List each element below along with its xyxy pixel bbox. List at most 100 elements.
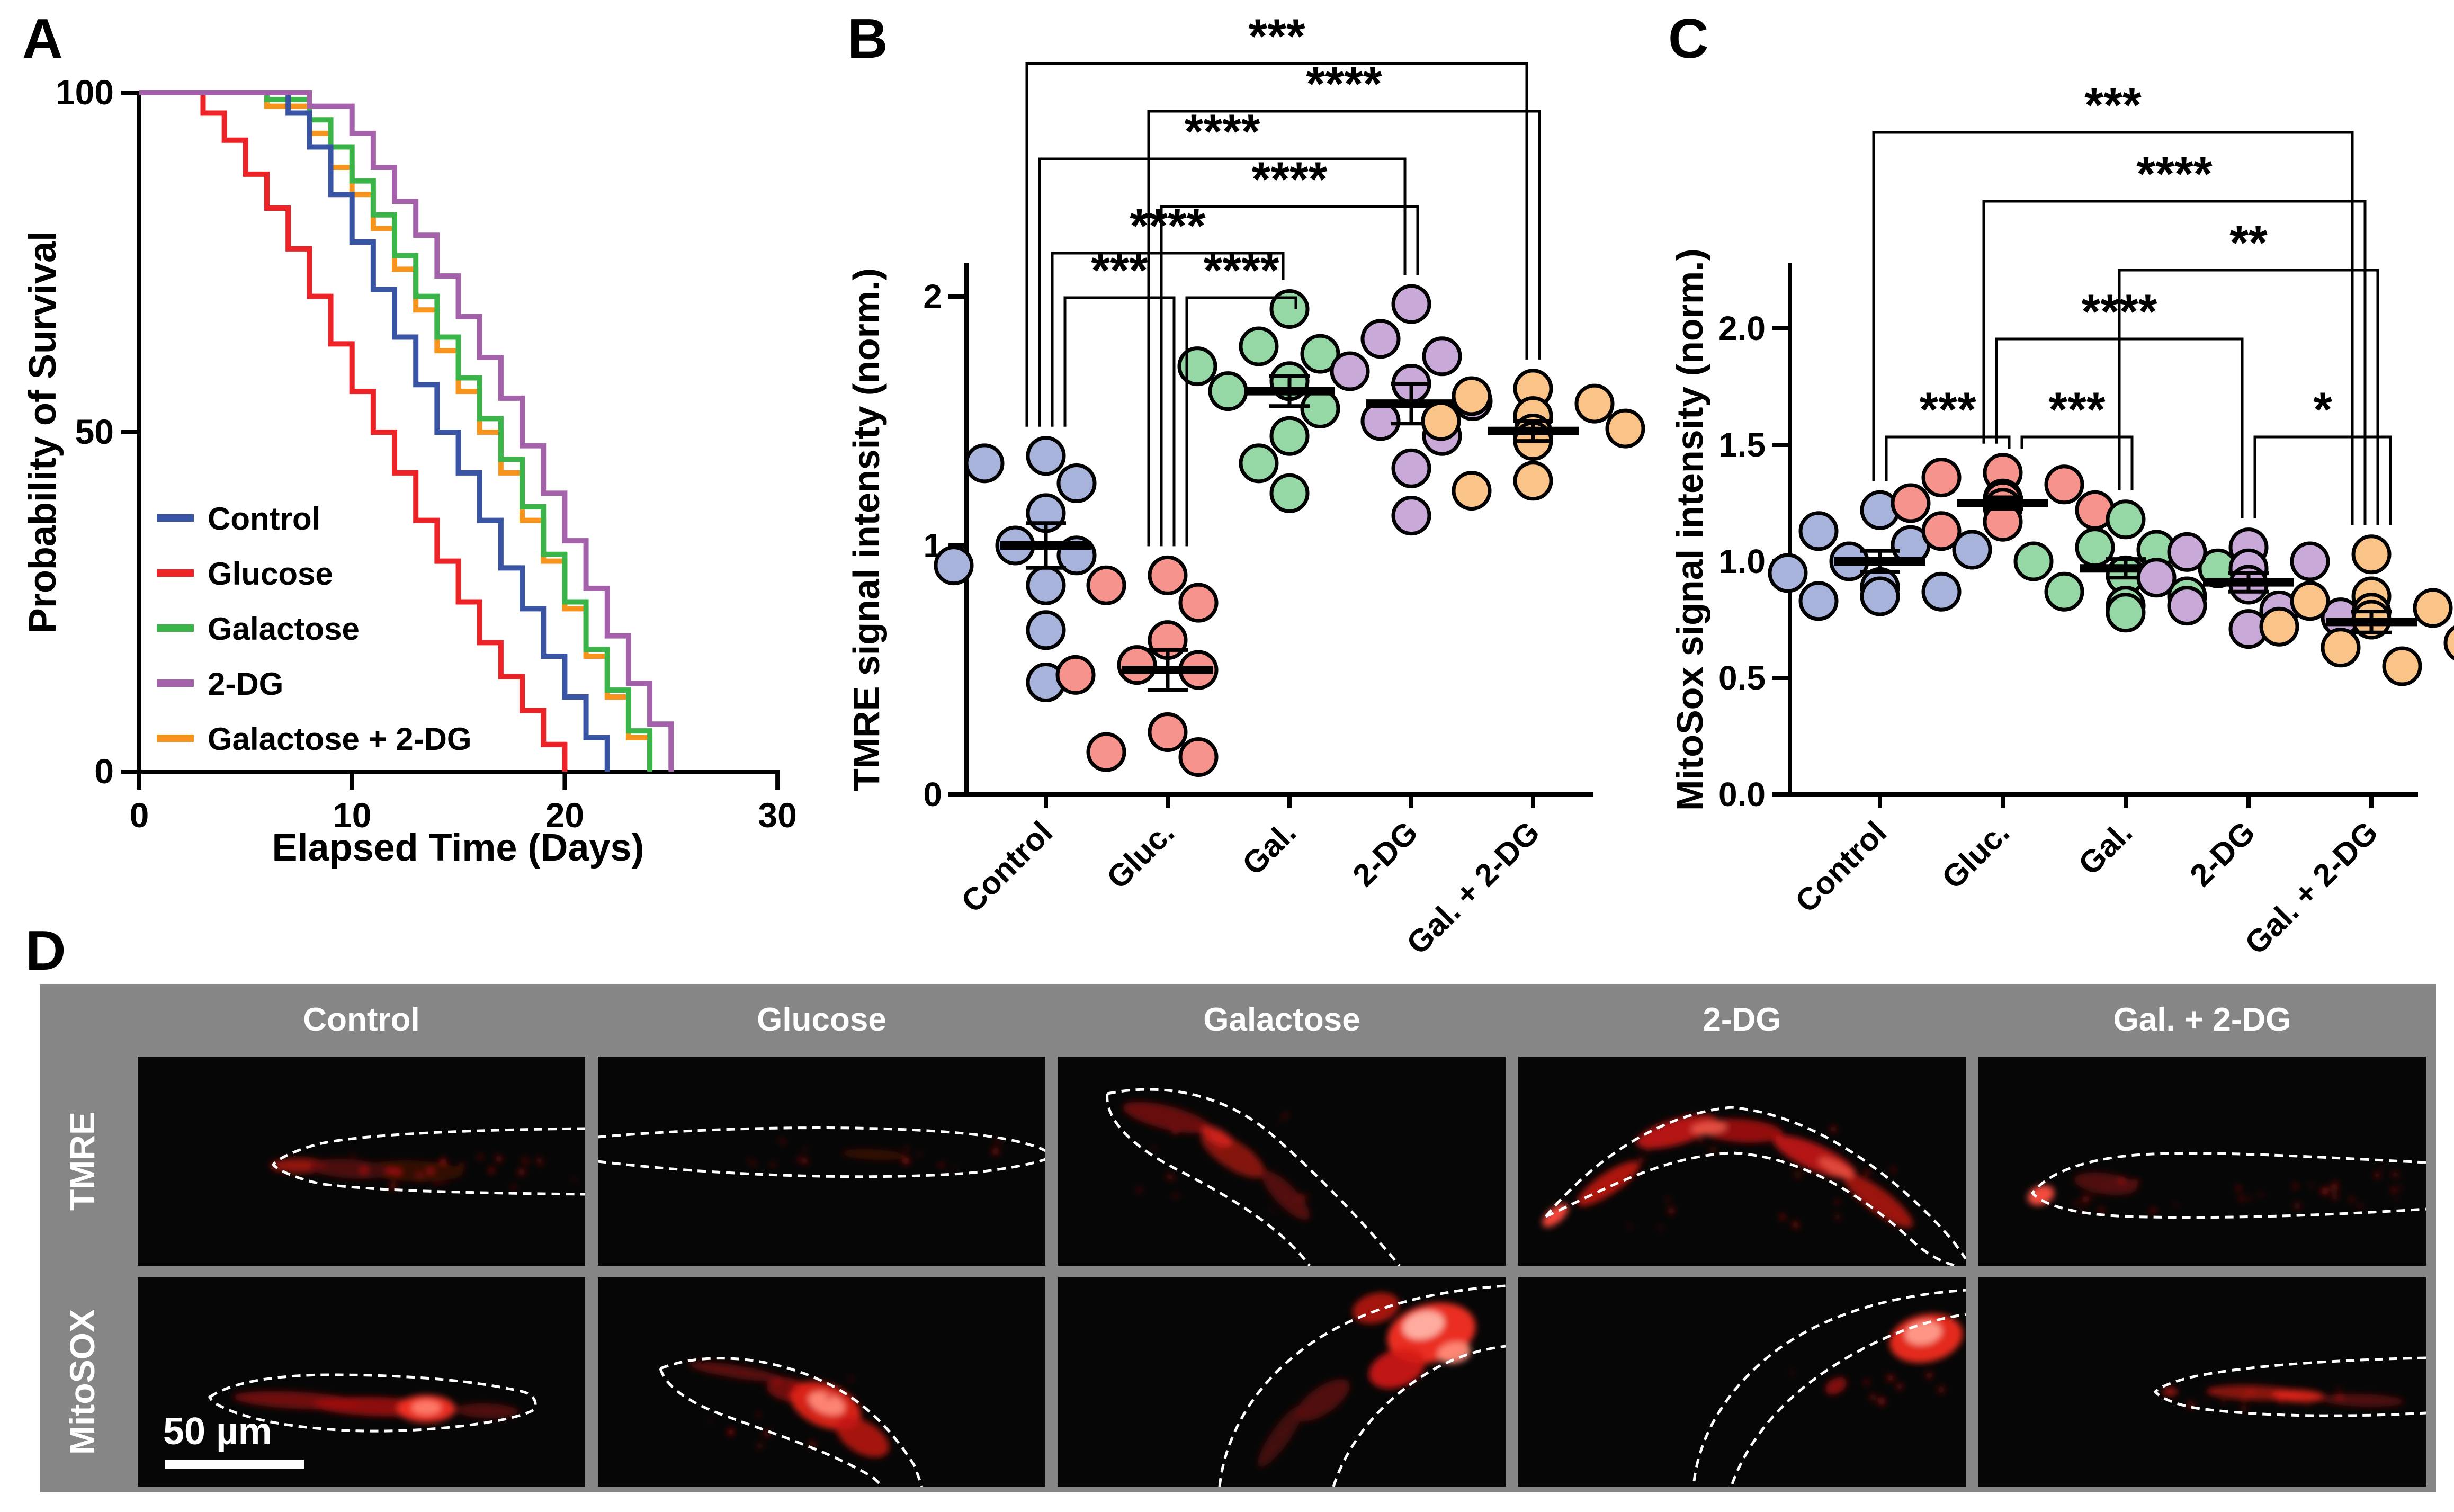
- y-tick-label: 0.0: [1718, 775, 1766, 813]
- micrograph-tile-mitosox-galactose: [1058, 1277, 1506, 1487]
- data-point: [2136, 558, 2177, 598]
- data-point: [1178, 737, 1219, 777]
- data-point: [1239, 326, 1279, 366]
- sig-bracket-Control-vs-Gluc.: [1885, 435, 2011, 481]
- data-point: [1056, 463, 1097, 503]
- legend-label: Glucose: [208, 556, 333, 592]
- micrograph-tile-tmre-gal-2-dg: [1978, 1057, 2426, 1266]
- survival-curve-Glucose: [139, 90, 568, 772]
- y-tick-label: 0: [923, 775, 942, 813]
- sig-bracket-Gluc.-vs-Gal. + 2-DG: [1982, 200, 2367, 525]
- data-point: [1391, 284, 1431, 324]
- y-axis-title: TMRE signal intensity (norm.): [846, 268, 887, 791]
- data-point: [2167, 532, 2207, 572]
- legend-item-Galactose + 2-DG: Galactose + 2-DG: [157, 721, 472, 757]
- micrograph-tile-mitosox-gal-2-dg: [1978, 1277, 2426, 1487]
- mean-sem-Gluc.: [1122, 648, 1213, 692]
- sig-stars: ***: [2048, 383, 2106, 437]
- scale-bar: [165, 1460, 304, 1469]
- data-point: [1452, 376, 1492, 416]
- micrograph-tile-tmre-control: [138, 1057, 585, 1266]
- fluorescence-signal: [1123, 1102, 1310, 1220]
- data-point: [1269, 473, 1310, 513]
- legend-label: Control: [208, 501, 320, 536]
- data-point: [2351, 534, 2392, 575]
- sig-bracket-2-DG-vs-Gal. + 2-DG: [2253, 435, 2392, 525]
- y-tick-label: 2.0: [1718, 309, 1766, 347]
- data-point: [1148, 712, 1188, 752]
- data-point: [1605, 408, 1645, 449]
- micrograph-image: [1518, 1057, 1966, 1266]
- micrograph-image: [138, 1277, 585, 1487]
- data-point: [1026, 436, 1066, 476]
- column-header-Galactose: Galactose: [1203, 1001, 1360, 1038]
- data-point: [1422, 336, 1462, 377]
- sig-bracket-Control-vs-Gluc.: [1063, 296, 1176, 547]
- legend-label: 2-DG: [208, 666, 283, 702]
- data-point: [1391, 496, 1431, 536]
- row-label-MitoSOX: MitoSOX: [62, 1309, 102, 1455]
- y-tick-label: 0: [94, 751, 114, 791]
- data-point: [2290, 541, 2330, 581]
- axes: [948, 263, 1593, 797]
- data-point: [1300, 334, 1340, 374]
- data-point: [1177, 346, 1217, 387]
- worm-outline: [1218, 1284, 1506, 1487]
- micrograph-tile-tmre-galactose: [1058, 1057, 1506, 1266]
- micrograph-image: [138, 1057, 585, 1266]
- worm-outline: [598, 1126, 1045, 1178]
- legend-label: Galactose: [208, 611, 360, 647]
- column-header-Control: Control: [303, 1001, 420, 1038]
- x-tick-label: 20: [545, 795, 584, 835]
- dot-group-Control: [934, 436, 1097, 702]
- data-point: [2413, 588, 2453, 628]
- data-point: [2290, 581, 2330, 621]
- data-point: [1269, 416, 1310, 456]
- fluorescence-signal: [1790, 1313, 1963, 1406]
- mean-sem-Gal. + 2-DG: [2326, 610, 2417, 634]
- data-point: [1055, 655, 1096, 695]
- sig-stars: **: [2229, 216, 2268, 270]
- mean-sem-Control: [1834, 549, 1925, 574]
- fluorescence-signal: [748, 1138, 1001, 1170]
- data-point: [1239, 443, 1279, 484]
- sig-bracket-Gluc.-vs-Gal. + 2-DG: [1147, 110, 1541, 547]
- panel-b-label: B: [847, 7, 888, 70]
- data-point: [1952, 530, 1992, 570]
- mean-sem-2-DG: [2203, 571, 2294, 594]
- sig-bracket-Gluc.-vs-2-DG: [1160, 205, 1419, 547]
- data-point: [1086, 732, 1126, 772]
- y-tick-label: 1.0: [1718, 542, 1766, 580]
- data-point: [934, 545, 974, 586]
- sig-stars: ****: [1203, 244, 1279, 298]
- worm-outline: [1692, 1289, 1966, 1484]
- column-header-Glucose: Glucose: [757, 1001, 886, 1038]
- data-point: [1921, 511, 1962, 551]
- fluorescence-signal: [1542, 1115, 1913, 1230]
- mean-sem-Gluc.: [1957, 495, 2048, 511]
- micrograph-image: [1058, 1277, 1506, 1487]
- data-point: [2044, 571, 2084, 612]
- data-point: [1178, 583, 1219, 623]
- sig-bracket-Control-vs-2-DG: [1038, 157, 1407, 427]
- legend-item-Glucose: Glucose: [157, 556, 333, 592]
- data-point: [1768, 553, 1808, 593]
- y-axis-title: MitoSox signal intensity (norm.): [1669, 248, 1710, 811]
- micrograph-image: [598, 1057, 1045, 1266]
- data-point: [1452, 471, 1492, 511]
- micrograph-tile-tmre-2-dg: [1518, 1057, 1966, 1266]
- sig-stars: ****: [2081, 285, 2157, 339]
- fluorescence-signal: [2163, 1385, 2404, 1413]
- sig-bracket-Gluc.-vs-Gal.: [2020, 435, 2134, 490]
- data-point: [2321, 628, 2361, 668]
- sig-bracket-Control-vs-Gal. + 2-DG: [1872, 131, 2354, 525]
- scale-bar-label: 50 µm: [163, 1410, 272, 1453]
- data-point: [1921, 571, 1962, 612]
- column-header-2-DG: 2-DG: [1703, 1001, 1781, 1038]
- legend-item-Control: Control: [157, 501, 320, 536]
- micrograph-image: [1058, 1057, 1506, 1266]
- row-label-TMRE: TMRE: [62, 1112, 102, 1211]
- sig-stars: ***: [1919, 383, 1976, 437]
